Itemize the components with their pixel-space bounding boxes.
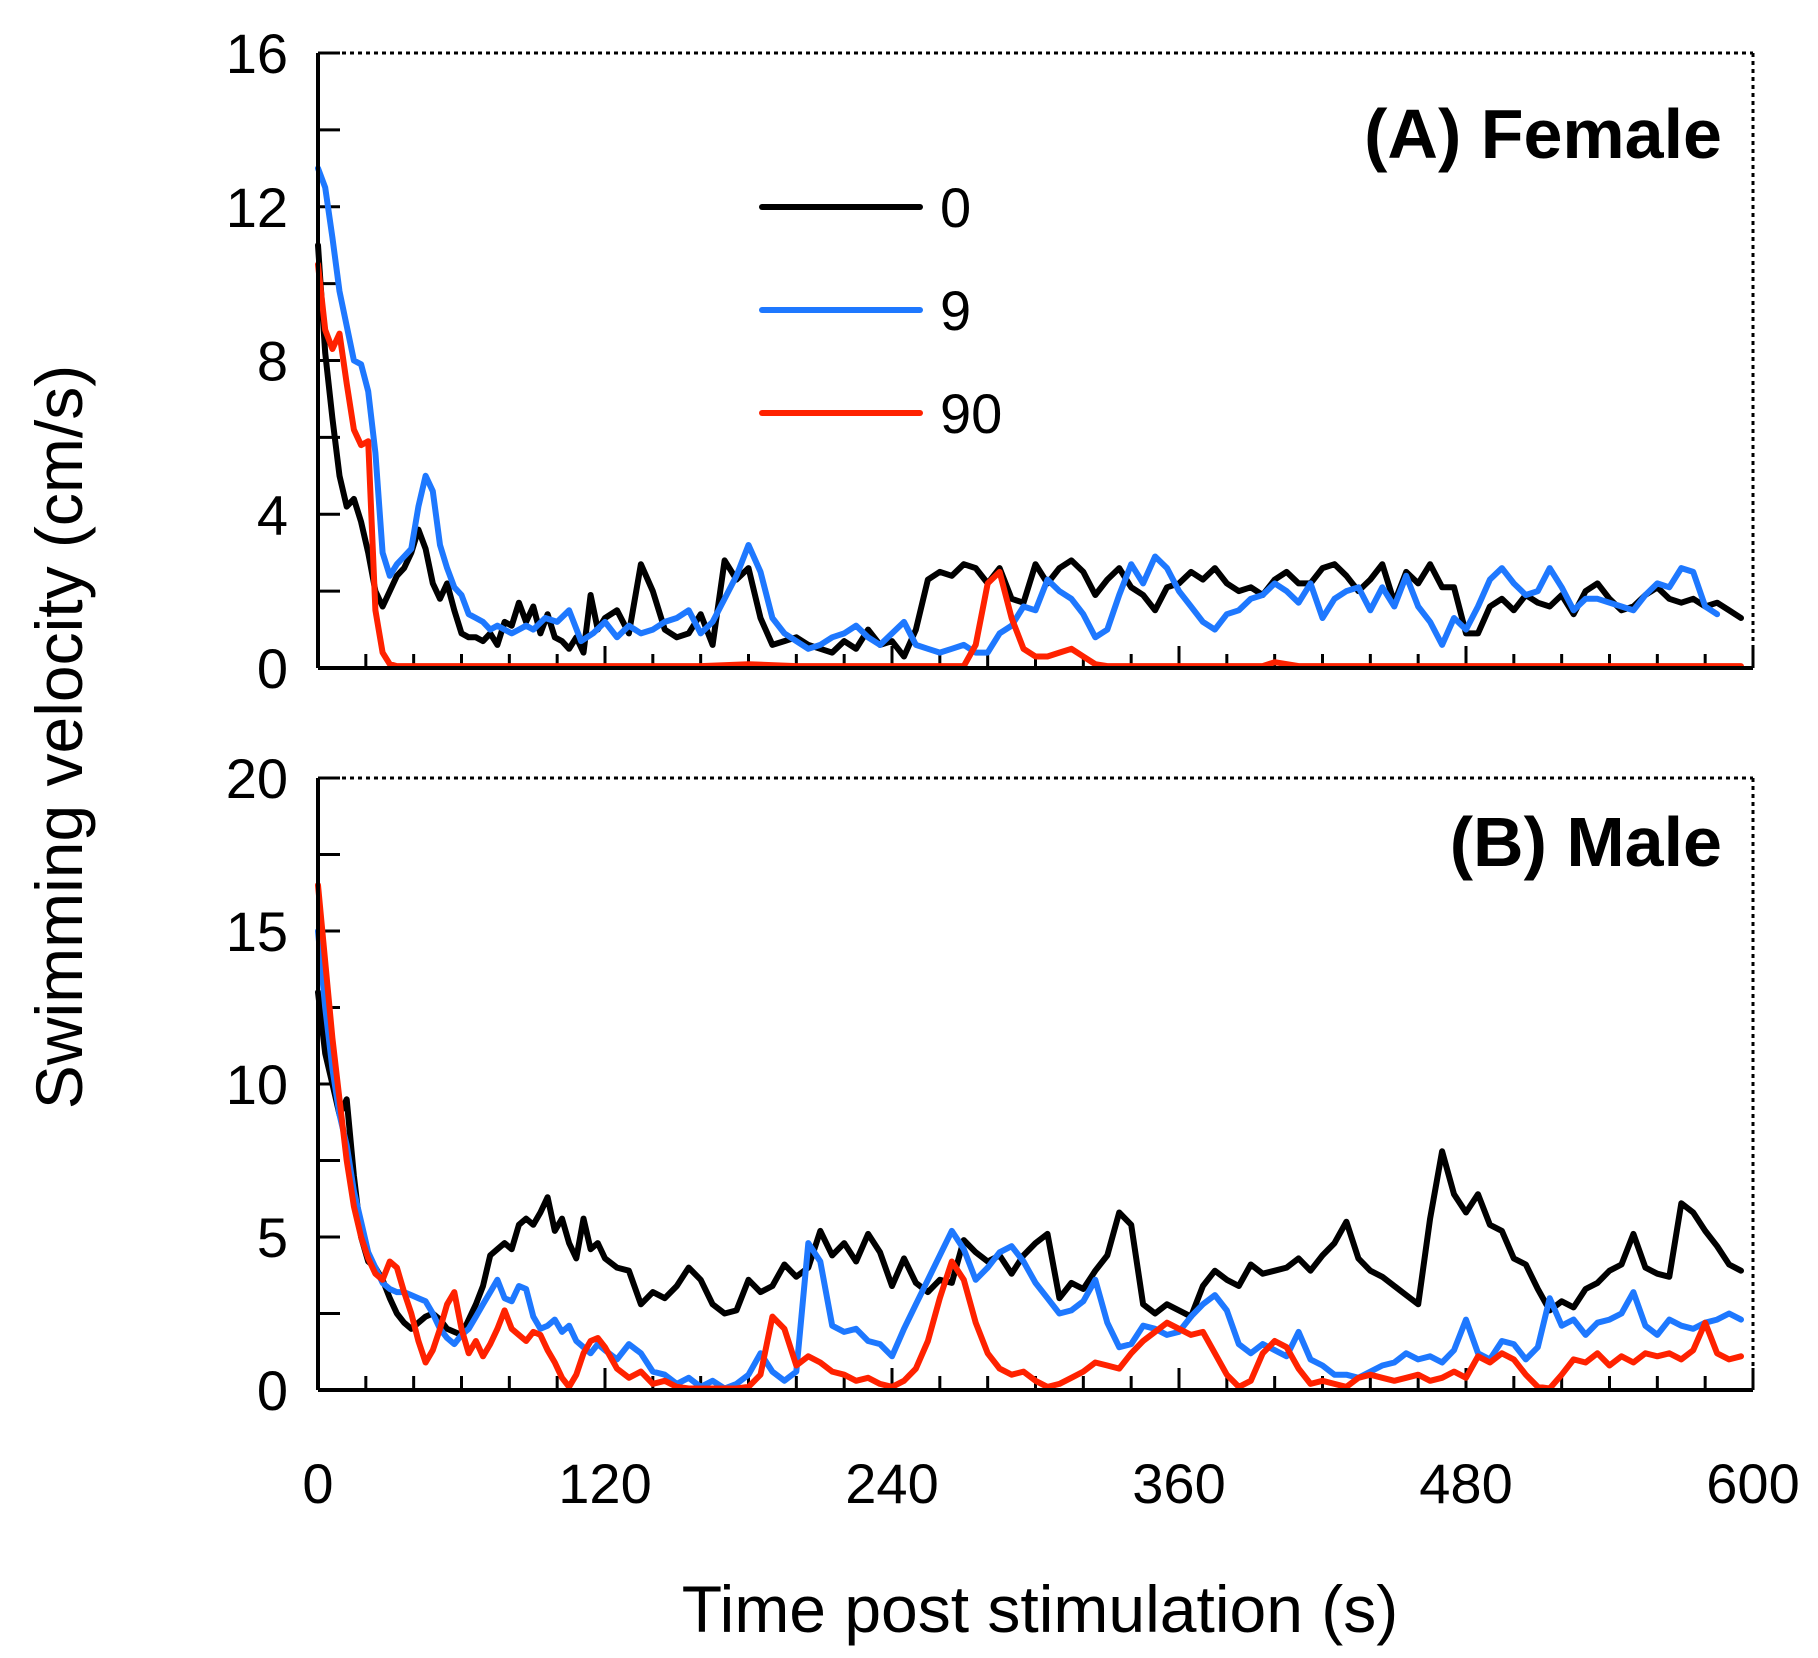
legend: 0 9 90 <box>759 176 1002 445</box>
panel-b-y-tick-label: 20 <box>226 747 288 810</box>
legend-label-90: 90 <box>940 382 1002 445</box>
x-tick-label: 120 <box>558 1452 651 1515</box>
x-tick-label: 480 <box>1419 1452 1512 1515</box>
panel-b-series-90-line <box>315 882 1744 1392</box>
panel-a: 0 4 8 12 16 (A) Female <box>226 22 1755 700</box>
x-tick-label: 240 <box>845 1452 938 1515</box>
legend-label-0: 0 <box>940 176 971 239</box>
x-axis-title: Time post stimulation (s) <box>682 1572 1398 1646</box>
y-axis-title: Swimming velocity (cm/s) <box>22 365 96 1109</box>
panel-a-y-tick-label: 16 <box>226 22 288 85</box>
panel-b-series-9-line <box>315 928 1744 1392</box>
x-tick-label: 0 <box>302 1452 333 1515</box>
panel-a-y-tick-label: 0 <box>257 637 288 700</box>
panel-b-series-0-line <box>315 989 1744 1338</box>
x-tick-label: 360 <box>1132 1452 1225 1515</box>
panel-b-y-tick-label: 5 <box>257 1206 288 1269</box>
panel-a-y-tick-label: 12 <box>226 176 288 239</box>
panel-b-y-tick-label: 10 <box>226 1053 288 1116</box>
panel-a-title: (A) Female <box>1364 95 1722 173</box>
panel-b-title: (B) Male <box>1450 803 1722 881</box>
legend-label-9: 9 <box>940 279 971 342</box>
panel-a-y-tick-label: 4 <box>257 483 288 546</box>
panel-a-series-9-line <box>315 165 1721 656</box>
panel-b-y-tick-label: 15 <box>226 900 288 963</box>
panel-a-y-tick-label: 8 <box>257 330 288 393</box>
panel-a-series-0-line <box>315 242 1744 660</box>
x-tick-label: 600 <box>1706 1452 1799 1515</box>
panel-b-y-tick-label: 0 <box>257 1359 288 1422</box>
x-tick-labels: 0 120 240 360 480 600 <box>302 1452 1799 1515</box>
panel-b: 0 5 10 15 20 (B) Male <box>226 747 1755 1422</box>
